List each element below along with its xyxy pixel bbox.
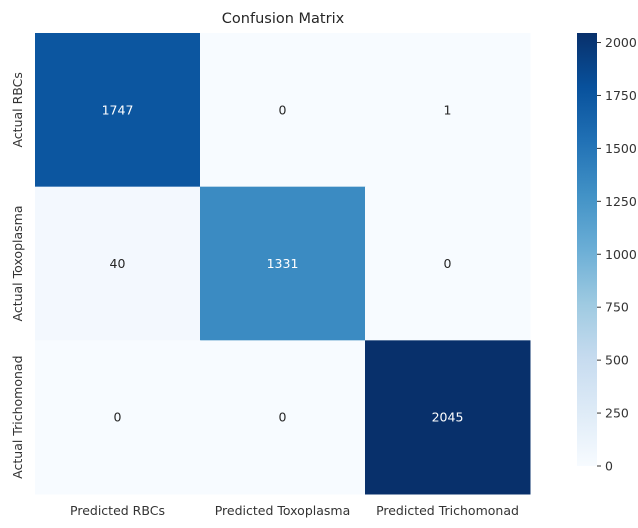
cell-value-r2-c1: 0 — [279, 410, 287, 425]
colorbar-tick-label: 500 — [605, 353, 629, 368]
heatmap-cell-r0-c1 — [200, 33, 366, 188]
x-tick-label: Predicted Trichomonad — [376, 503, 519, 518]
heatmap-cells — [35, 33, 531, 495]
y-tick-label: Actual Toxoplasma — [10, 206, 25, 322]
colorbar-tick-label: 1000 — [605, 247, 637, 262]
cell-value-r1-c1: 1331 — [267, 256, 299, 271]
cell-value-r0-c2: 1 — [444, 102, 452, 117]
cell-value-r0-c1: 0 — [279, 102, 287, 117]
cell-value-r1-c0: 40 — [110, 256, 126, 271]
heatmap-annotations: 1747 0 1 40 1331 0 0 0 2045 — [102, 102, 464, 424]
cell-value-r2-c0: 0 — [114, 410, 122, 425]
x-tick-label: Predicted Toxoplasma — [215, 503, 351, 518]
heatmap-cell-r0-c0 — [35, 33, 201, 188]
heatmap-cell-r2-c2 — [365, 340, 531, 495]
chart-title: Confusion Matrix — [222, 11, 345, 27]
x-tick-labels: Predicted RBCs Predicted Toxoplasma Predic… — [70, 503, 519, 518]
colorbar-tick-label: 1500 — [605, 141, 637, 156]
colorbar-tick-label: 250 — [605, 406, 629, 421]
cell-value-r1-c2: 0 — [444, 256, 452, 271]
heatmap-cell-r0-c2 — [365, 33, 531, 188]
heatmap-cell-r2-c0 — [35, 340, 201, 495]
y-tick-label: Actual Trichomonad — [10, 356, 25, 479]
heatmap-cell-r1-c1 — [200, 186, 366, 341]
heatmap-cell-r1-c2 — [365, 186, 531, 341]
colorbar-gradient — [577, 33, 597, 466]
colorbar-ticks: 0 250 500 750 1000 1250 1500 1750 2000 — [597, 35, 637, 474]
heatmap-cell-r1-c0 — [35, 186, 201, 341]
colorbar-tick-label: 1250 — [605, 194, 637, 209]
colorbar: 0 250 500 750 1000 1250 1500 1750 2000 — [577, 33, 637, 474]
colorbar-tick-label: 750 — [605, 300, 629, 315]
cell-value-r0-c0: 1747 — [102, 102, 134, 117]
y-tick-labels: Actual RBCs Actual Toxoplasma Actual Trich… — [10, 72, 25, 479]
x-tick-label: Predicted RBCs — [70, 503, 165, 518]
colorbar-tick-label: 2000 — [605, 35, 637, 50]
cell-value-r2-c2: 2045 — [432, 410, 464, 425]
y-tick-label: Actual RBCs — [10, 72, 25, 147]
colorbar-tick-label: 1750 — [605, 88, 637, 103]
colorbar-tick-label: 0 — [605, 459, 613, 474]
heatmap-cell-r2-c1 — [200, 340, 366, 495]
